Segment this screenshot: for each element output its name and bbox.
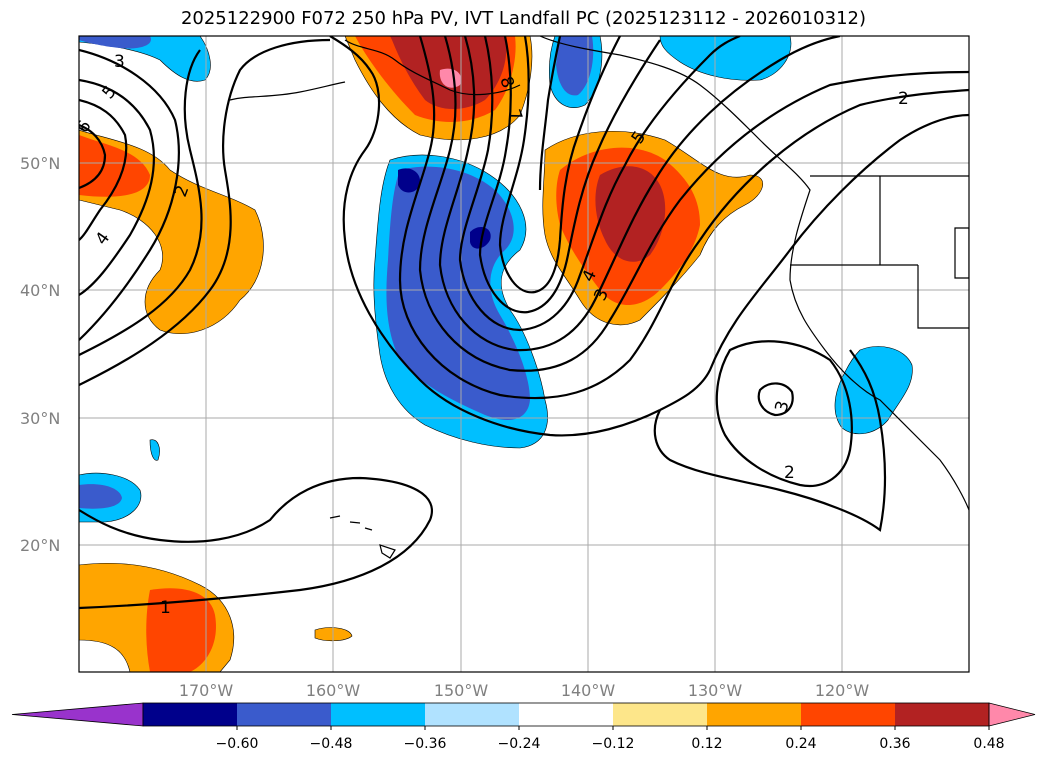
lat-label: 30°N	[20, 409, 60, 428]
contour-label: 3	[772, 399, 794, 415]
colorbar-segment	[613, 703, 708, 726]
lat-label: 50°N	[20, 154, 60, 173]
colorbar-segment	[519, 703, 614, 726]
lat-label: 20°N	[20, 536, 60, 555]
colorbar-tick-label: 0.24	[785, 736, 816, 752]
plot-area: 3 5 6 2 4 8 7 5 4 3 2 3 2 1	[79, 36, 969, 672]
colorbar-segment	[143, 703, 238, 726]
map-title: 2025122900 F072 250 hPa PV, IVT Landfall…	[180, 8, 867, 29]
colorbar-extend-min	[11, 702, 144, 727]
colorbar-tick-label: −0.48	[310, 736, 353, 752]
contour-label: 2	[898, 89, 909, 109]
colorbar-tick-label: 0.36	[879, 736, 910, 752]
lon-label: 140°W	[561, 681, 616, 700]
colorbar-segment	[237, 703, 332, 726]
colorbar-extend-max	[988, 702, 1036, 727]
lon-label: 120°W	[815, 681, 870, 700]
contour-label: 2	[784, 463, 795, 483]
lon-label: 130°W	[688, 681, 743, 700]
colorbar: −0.60 −0.48 −0.36 −0.24 −0.12 0.12 0.24 0.36 0.4…	[11, 702, 1036, 752]
colorbar-tick-label: 0.12	[691, 736, 722, 752]
coastlines	[229, 36, 969, 559]
lat-label: 40°N	[20, 281, 60, 300]
colorbar-tick-label: −0.60	[216, 736, 259, 752]
contour-label: 1	[160, 598, 171, 618]
colorbar-segment	[331, 703, 426, 726]
graticule	[79, 36, 969, 672]
colorbar-segment	[895, 703, 990, 726]
colorbar-tick-label: 0.48	[973, 736, 1004, 752]
colorbar-segment	[801, 703, 896, 726]
colorbar-tick-label: −0.12	[592, 736, 635, 752]
lon-label: 170°W	[179, 681, 234, 700]
colorbar-tick-label: −0.24	[498, 736, 541, 752]
contour-label: 3	[114, 52, 125, 72]
latitude-labels: 50°N 40°N 30°N 20°N	[20, 154, 60, 555]
colorbar-tick-label: −0.36	[404, 736, 447, 752]
colorbar-segment	[425, 703, 520, 726]
lon-label: 150°W	[434, 681, 489, 700]
lon-label: 160°W	[306, 681, 361, 700]
colorbar-frame	[142, 702, 990, 727]
longitude-labels: 170°W 160°W 150°W 140°W 130°W 120°W	[179, 681, 870, 700]
map-frame	[78, 35, 970, 673]
positive-anomaly-fill	[79, 36, 763, 672]
pc-contours	[79, 36, 969, 610]
colorbar-segment	[707, 703, 802, 726]
